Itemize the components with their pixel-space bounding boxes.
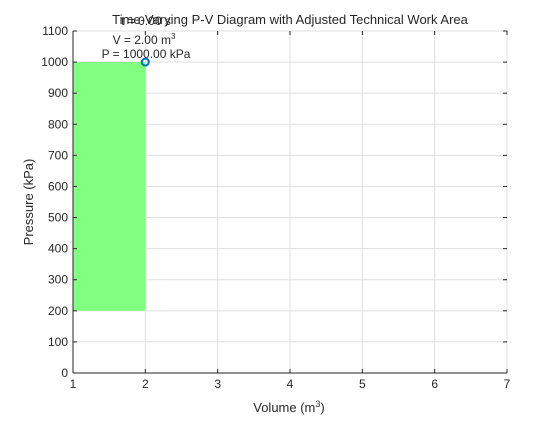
state-marker (140, 57, 150, 67)
x-tick-label: 4 (287, 377, 294, 391)
y-tick-label: 300 (48, 273, 68, 287)
x-tick-label: 6 (431, 377, 438, 391)
y-tick-label: 600 (48, 179, 68, 193)
chart-title: Time-Varying P-V Diagram with Adjusted T… (112, 12, 468, 27)
y-tick-label: 0 (61, 366, 68, 380)
x-tick-label: 1 (70, 377, 77, 391)
x-tick-label: 7 (504, 377, 511, 391)
y-tick-label: 400 (48, 242, 68, 256)
technical-work-area (73, 62, 146, 311)
x-axis-label-sup: 3 (315, 399, 320, 409)
x-axis-label-close: ) (320, 400, 324, 415)
y-tick-label: 800 (48, 117, 68, 131)
y-tick-label: 500 (48, 211, 68, 225)
y-tick-label: 1100 (42, 24, 68, 38)
y-tick-label: 100 (48, 335, 68, 349)
annotation-volume-text: V = 2.00 m (113, 33, 171, 47)
x-axis-label: Volume (m3) (253, 399, 325, 415)
ticks: 1 2 3 4 5 6 7 0 100 200 300 400 500 600 700 800 900 1000 1… (41, 24, 510, 391)
x-axis-label-text: Volume (m (253, 400, 315, 415)
annotation-time: t = 0.00 s (121, 14, 171, 28)
annotation-volume: V = 2.00 m3 (113, 32, 176, 47)
annotation-pressure: P = 1000.00 kPa (102, 47, 191, 61)
x-tick-label: 2 (142, 377, 149, 391)
x-tick-label: 3 (214, 377, 221, 391)
annotation-volume-sup: 3 (171, 32, 176, 41)
y-tick-label: 200 (48, 304, 68, 318)
y-axis-label: Pressure (kPa) (21, 159, 36, 246)
x-tick-label: 5 (359, 377, 366, 391)
y-tick-label: 900 (48, 86, 68, 100)
y-tick-label: 700 (48, 148, 68, 162)
y-tick-label: 1000 (41, 55, 68, 69)
